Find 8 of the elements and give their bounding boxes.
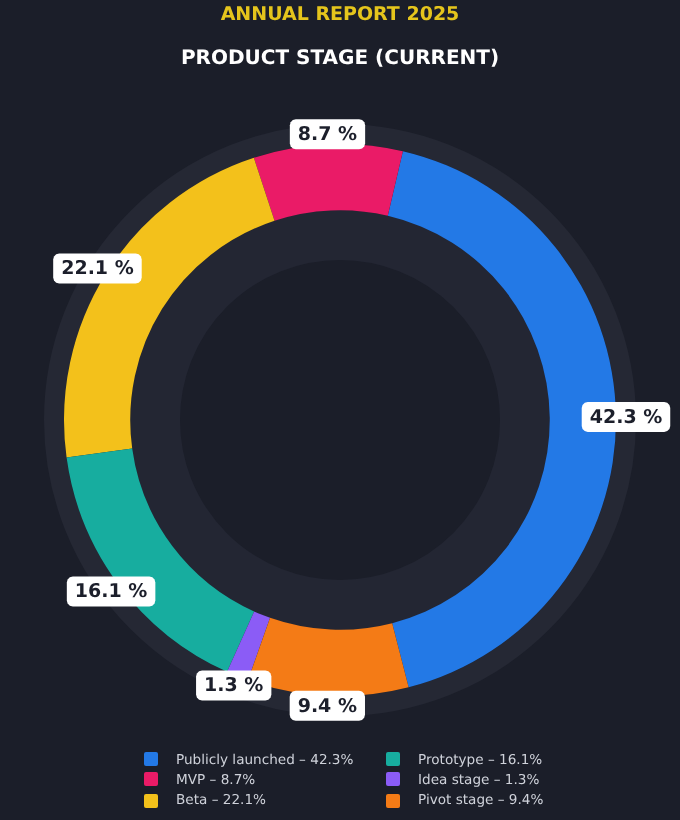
chart-title: ANNUAL REPORT 2025 <box>218 2 462 28</box>
data-label: 16.1 % <box>74 581 149 604</box>
data-label: 8.7 % <box>297 124 359 147</box>
data-label: 9.4 % <box>297 695 358 718</box>
data-label: 22.1 % <box>61 258 135 281</box>
data-label: 1.3 % <box>204 675 265 698</box>
data-label: 42.3 % <box>589 406 664 429</box>
chart-subtitle: PRODUCT STAGE (CURRENT) <box>178 46 502 74</box>
